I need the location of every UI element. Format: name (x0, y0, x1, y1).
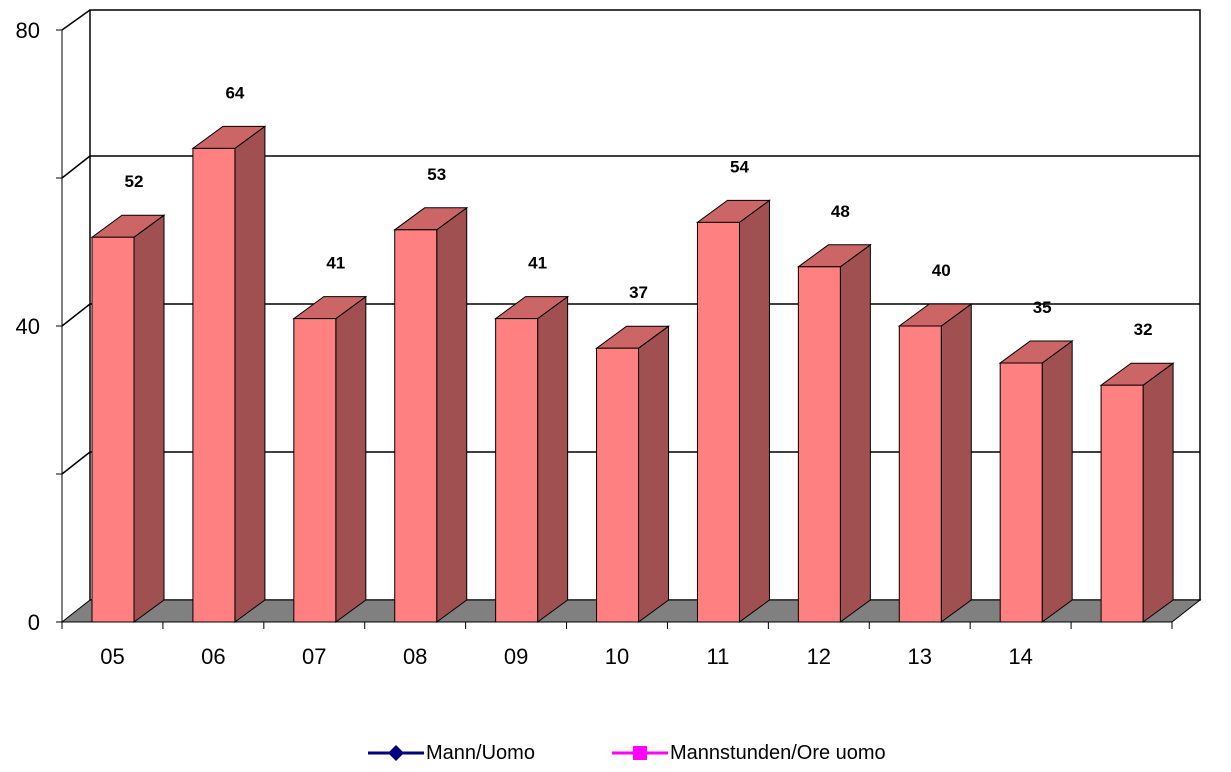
data-label: 35 (1033, 298, 1052, 317)
bar (394, 229, 438, 623)
data-labels: 52 64 41 53 41 37 54 48 40 35 32 (125, 83, 1153, 339)
x-tick-label: 05 (100, 644, 124, 669)
bar (596, 347, 640, 623)
data-label: 37 (629, 283, 648, 302)
bar-side (234, 125, 266, 623)
data-label: 54 (730, 157, 749, 176)
square-marker-icon (612, 746, 668, 760)
x-tick-label: 06 (201, 644, 225, 669)
legend-item-mann: Mann/Uomo (368, 738, 535, 768)
x-tick-label: 10 (605, 644, 629, 669)
data-label: 64 (225, 83, 244, 102)
bar-side (133, 214, 165, 623)
data-label: 40 (932, 261, 951, 280)
y-tick-label: 0 (28, 610, 40, 635)
bar (91, 236, 135, 623)
bar-side (839, 243, 871, 623)
data-label: 52 (125, 172, 144, 191)
bar (192, 147, 236, 623)
data-label: 41 (326, 254, 345, 273)
bars (90, 125, 1175, 623)
bar (1100, 384, 1144, 623)
legend-item-mannstunden: Mannstunden/Ore uomo (612, 738, 886, 768)
bar-side (1142, 362, 1174, 623)
bar (898, 325, 942, 623)
bar-side (335, 295, 367, 623)
gridline-side (61, 303, 91, 327)
bar-side (436, 206, 468, 623)
bar (495, 318, 539, 623)
x-tick-label: 07 (302, 644, 326, 669)
data-label: 41 (528, 254, 547, 273)
x-tick-label: 12 (807, 644, 831, 669)
x-tick-label: 09 (504, 644, 528, 669)
bar (696, 221, 740, 623)
bar-side (537, 295, 569, 623)
legend: Mann/Uomo Mannstunden/Ore uomo (0, 738, 1231, 768)
legend-label-mann: Mann/Uomo (426, 741, 535, 764)
bar (999, 362, 1043, 623)
side-wall-top-edge (61, 9, 91, 31)
bar-side (1041, 340, 1073, 623)
x-tick-label: 08 (403, 644, 427, 669)
data-label: 48 (831, 202, 850, 221)
x-tick-label: 14 (1008, 644, 1032, 669)
gridline-side (61, 451, 91, 475)
data-label: 32 (1134, 320, 1153, 339)
bar (293, 318, 337, 623)
y-tick-label: 40 (16, 314, 40, 339)
bar-side (738, 199, 770, 623)
legend-label-mannstunden: Mannstunden/Ore uomo (670, 741, 886, 764)
x-tick-label: 11 (706, 644, 729, 669)
bar-side (638, 325, 670, 623)
data-label: 53 (427, 165, 446, 184)
bar-side (940, 303, 972, 623)
x-tick-label: 13 (907, 644, 931, 669)
diamond-marker-icon (368, 745, 424, 761)
y-tick-label: 80 (16, 18, 40, 43)
bar (797, 266, 841, 623)
gridline-side (61, 155, 91, 179)
tick-labels: 0 40 80 05 06 07 08 09 10 11 12 13 14 (16, 18, 1033, 669)
